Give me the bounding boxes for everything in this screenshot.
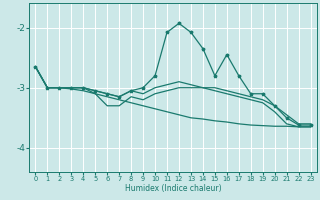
X-axis label: Humidex (Indice chaleur): Humidex (Indice chaleur) xyxy=(125,184,221,193)
